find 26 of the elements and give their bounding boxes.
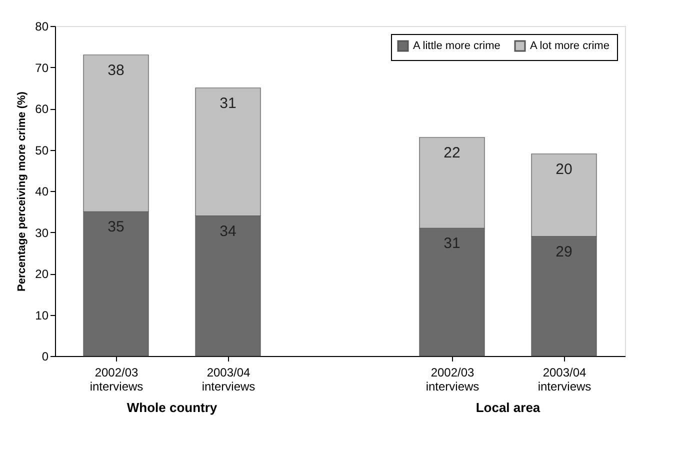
data-label: 35 (108, 218, 124, 236)
data-label: 22 (444, 144, 460, 162)
text: Local area (476, 400, 541, 415)
y-tick-label: 80 (35, 20, 49, 34)
y-tick-label: 60 (35, 102, 49, 116)
text: Whole country (126, 400, 218, 415)
data-label: 34 (220, 222, 236, 240)
legend-label: A lot more crime (530, 40, 610, 52)
y-tick-label: 0 (42, 350, 49, 364)
data-label: 29 (556, 243, 572, 260)
x-tick-label: 2002/03 interviews (90, 366, 144, 394)
legend-label: A little more crime (413, 40, 500, 52)
y-tick-label: 30 (35, 226, 49, 240)
y-axis-title: Percentage perceiving more crime (%) (16, 91, 28, 292)
data-label: 31 (444, 235, 460, 252)
data-label: 31 (220, 94, 236, 112)
y-tick-label: 50 (35, 143, 49, 158)
y-tick-label: 40 (35, 184, 49, 198)
y-tick-label: 70 (35, 60, 49, 75)
x-tick-label: 2002/03 interviews (426, 366, 480, 394)
x-tick-label: 2003/04 interviews (538, 366, 592, 394)
data-label: 38 (108, 62, 124, 79)
data-label: 20 (556, 160, 572, 178)
y-tick-label: 10 (35, 308, 49, 322)
x-tick-label: 2003/04 interviews (202, 366, 256, 394)
y-tick-label: 20 (35, 267, 49, 281)
